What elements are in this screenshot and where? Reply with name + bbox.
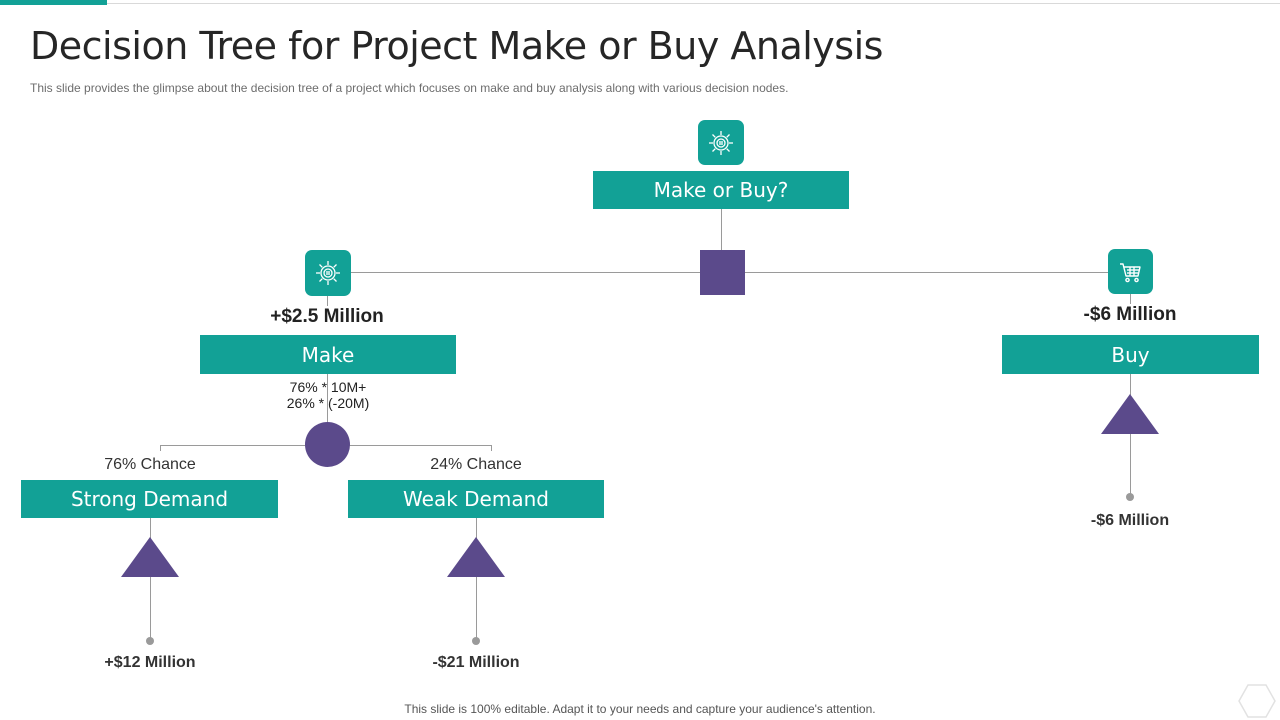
hexagon-logo-icon <box>1238 684 1276 718</box>
weak-end-dot <box>472 637 480 645</box>
weak-end-stem <box>476 576 477 639</box>
strong-end-dot <box>146 637 154 645</box>
root-decision-box: Make or Buy? <box>593 171 849 209</box>
strong-end-stem <box>150 576 151 639</box>
make-chance-stem <box>327 373 328 423</box>
slide-footer: This slide is 100% editable. Adapt it to… <box>404 702 876 716</box>
decision-node-square <box>700 250 745 295</box>
weak-end-stem-top <box>476 517 477 539</box>
buy-cart-icon-box <box>1108 249 1153 294</box>
make-option-box: Make <box>200 335 456 374</box>
shopping-cart-icon <box>1119 262 1141 282</box>
gear-icon <box>316 261 340 285</box>
buy-option-box: Buy <box>1002 335 1259 374</box>
buy-icon-stem <box>1130 294 1131 304</box>
strong-end-stem-top <box>150 517 151 539</box>
slide-subtitle: This slide provides the glimpse about th… <box>30 81 789 95</box>
weak-chance-label: 24% Chance <box>430 456 522 473</box>
root-connector <box>721 208 722 251</box>
strong-branch-line <box>160 445 305 446</box>
weak-demand-box: Weak Demand <box>348 480 604 518</box>
slide-title: Decision Tree for Project Make or Buy An… <box>30 24 883 68</box>
chance-node-circle <box>305 422 350 467</box>
top-accent-bar <box>0 0 107 5</box>
make-value-label: +$2.5 Million <box>270 306 384 327</box>
strong-outcome-value: +$12 Million <box>104 654 196 671</box>
buy-branch-line <box>745 272 1108 273</box>
root-gear-icon-box <box>698 120 744 165</box>
strong-demand-box: Strong Demand <box>21 480 278 518</box>
strong-end-node-triangle <box>121 537 179 577</box>
buy-end-node-triangle <box>1101 394 1159 434</box>
make-branch-line <box>350 272 700 273</box>
make-calc-line-2: 26% * (-20M) <box>286 395 370 411</box>
weak-end-node-triangle <box>447 537 505 577</box>
top-rule <box>0 3 1280 4</box>
strong-branch-drop <box>160 445 161 451</box>
buy-end-dot <box>1126 493 1134 501</box>
make-gear-icon-box <box>305 250 351 296</box>
make-calc-line-1: 76% * 10M+ <box>289 379 367 395</box>
weak-branch-drop <box>491 445 492 451</box>
buy-end-stem-top <box>1130 373 1131 395</box>
weak-branch-line <box>349 445 491 446</box>
weak-outcome-value: -$21 Million <box>432 654 520 671</box>
strong-chance-label: 76% Chance <box>104 456 196 473</box>
gear-icon <box>709 130 733 155</box>
buy-end-stem <box>1130 433 1131 495</box>
make-icon-stem <box>327 296 328 306</box>
buy-value-label: -$6 Million <box>1083 304 1177 325</box>
buy-outcome-value: -$6 Million <box>1090 512 1170 529</box>
